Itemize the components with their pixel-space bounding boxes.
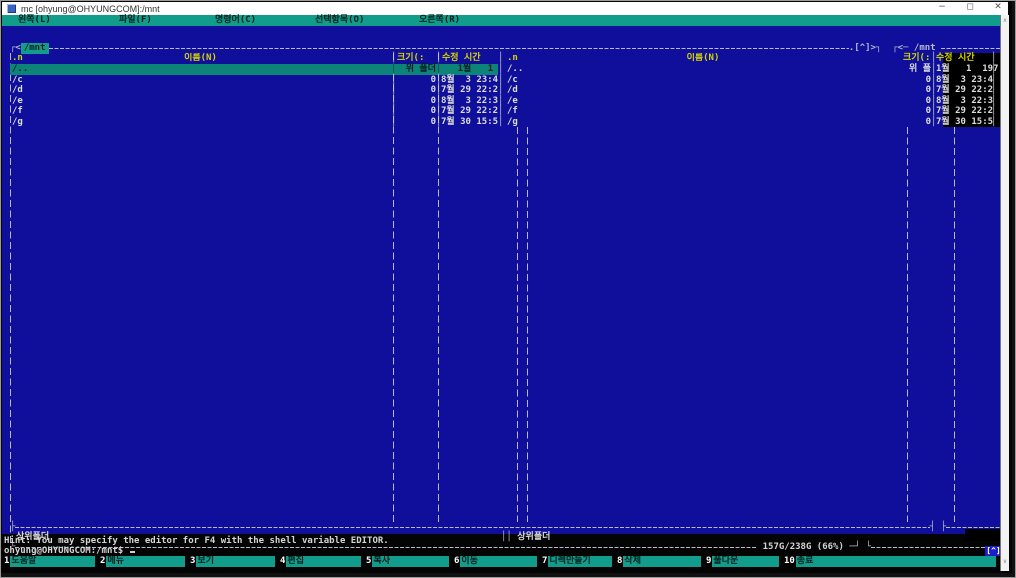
menu-left[interactable]: 왼쪽(L): [18, 15, 51, 25]
left-panel-path[interactable]: /mnt: [20, 43, 49, 54]
right-header-mtime[interactable]: 수정 시간: [936, 53, 975, 63]
fkey-copy[interactable]: 5 복사: [365, 556, 449, 567]
close-button[interactable]: ✕: [994, 2, 1002, 12]
frame-dash: [48, 48, 849, 49]
column-line: [517, 127, 518, 522]
free-space-indicator: 157G/238G (66%): [757, 542, 850, 552]
fkey-delete[interactable]: 8 삭제: [616, 556, 701, 567]
maximize-button[interactable]: ◻: [966, 2, 974, 12]
minimize-button[interactable]: −: [938, 2, 946, 12]
panel-separator-frame: [10, 522, 1001, 533]
left-header-mtime[interactable]: 수정 시간: [442, 53, 481, 63]
frame-joint: [849, 542, 871, 553]
window-title: mc [ohyung@OHYUNGCOM]:/mnt: [21, 3, 160, 14]
fkey-quit[interactable]: 10 종료: [783, 556, 996, 567]
left-header-size[interactable]: 크기(:: [397, 53, 425, 63]
title-bar[interactable]: mc [ohyung@OHYUNGCOM]:/mnt: [2, 2, 1008, 15]
file-row[interactable]: /d 0 7월 29 22:2 /d 0 7월 29 22:2: [10, 85, 1001, 96]
left-header-name[interactable]: .n 이름(N): [12, 53, 217, 63]
shell-prompt[interactable]: ohyung@OHYUNGCOM:/mnt$: [4, 546, 135, 556]
fkey-help[interactable]: 1 도움말: [3, 556, 95, 567]
fkey-mkdir[interactable]: 7 디렉만들기: [541, 556, 612, 567]
right-header-name[interactable]: .n 이름(N): [507, 53, 720, 63]
left-ministatus: 상위폴더: [16, 532, 50, 542]
fkey-pulldown[interactable]: 9 풀다운: [705, 556, 779, 567]
app-icon: [7, 4, 16, 13]
hint-line: Hint: You may specify the editor for F4 …: [4, 536, 389, 546]
mc-menubar: 왼쪽(L) 파일(F) 명령어(C) 선택항목(O) 오른쪽(R): [2, 15, 1000, 26]
frame-joint: [930, 522, 946, 533]
file-row[interactable]: /f 0 7월 29 22:2 /f 0 7월 29 22:2: [10, 106, 1001, 117]
repaint-artifact: [965, 529, 1009, 541]
menu-options[interactable]: 선택항목(O): [315, 15, 365, 25]
column-line: [393, 53, 394, 522]
column-line: [527, 127, 528, 522]
menu-file[interactable]: 파일(F): [119, 15, 152, 25]
file-row[interactable]: /g 0 7월 30 15:5 /g 0 7월 30 15:5: [10, 117, 1001, 128]
menu-right[interactable]: 오른쪽(R): [419, 15, 461, 25]
history-back-icon[interactable]: [10, 43, 21, 54]
file-row[interactable]: /c 0 8월 3 23:4 /c 0 8월 3 23:4: [10, 75, 1001, 86]
text-cursor: [129, 550, 135, 553]
column-line: [907, 127, 908, 522]
frame-artifact: .[^]>┐ ┌<─ /mnt: [848, 43, 941, 53]
fkey-edit[interactable]: 4 편집: [279, 556, 361, 567]
right-ministatus: 상위폴더: [501, 532, 550, 543]
function-key-bar: 1 도움말 2 메뉴 3 보기 4 편집 5 복사 6 이동 7 디렉만들기 8 삭제 9 풀다운…: [3, 556, 1000, 567]
fkey-view[interactable]: 3 보기: [189, 556, 275, 567]
menu-command[interactable]: 명령어(C): [215, 15, 257, 25]
left-frame-line: [10, 53, 11, 548]
terminal-content: 왼쪽(L) 파일(F) 명령어(C) 선택항목(O) 오른쪽(R) /mnt .…: [2, 15, 1009, 571]
panel-top-frame: /mnt .[^]>┐ ┌<─ /mnt: [10, 43, 1001, 54]
panel-bottom-frame: 157G/238G (66%): [10, 542, 1001, 553]
scroll-down-icon[interactable]: ∨: [1002, 558, 1008, 565]
frame-dash: [941, 48, 1001, 49]
scrollbar[interactable]: ∧ ∨: [1000, 15, 1009, 571]
fkey-menu[interactable]: 2 메뉴: [99, 556, 185, 567]
column-line: [438, 53, 439, 522]
column-line: [954, 127, 955, 522]
column-headers: .n이름(N) 크기(: 수정 시간 .n이름(N) 크기(: 수정 시간: [10, 53, 1001, 64]
panel-toggle-badge[interactable]: [^]: [985, 546, 1002, 556]
file-row[interactable]: /.. 위 폴더 1월 1 /.. 위 폴 1월 1 197: [10, 64, 1001, 75]
fkey-move[interactable]: 6 이동: [453, 556, 537, 567]
right-header-size[interactable]: 크기(:: [903, 53, 931, 63]
selected-row-left: /.. 위 폴더 1월 1: [10, 64, 498, 75]
file-row[interactable]: /e 0 8월 3 22:3 /e 0 8월 3 22:3: [10, 96, 1001, 107]
scroll-up-icon[interactable]: ∧: [1002, 17, 1008, 24]
